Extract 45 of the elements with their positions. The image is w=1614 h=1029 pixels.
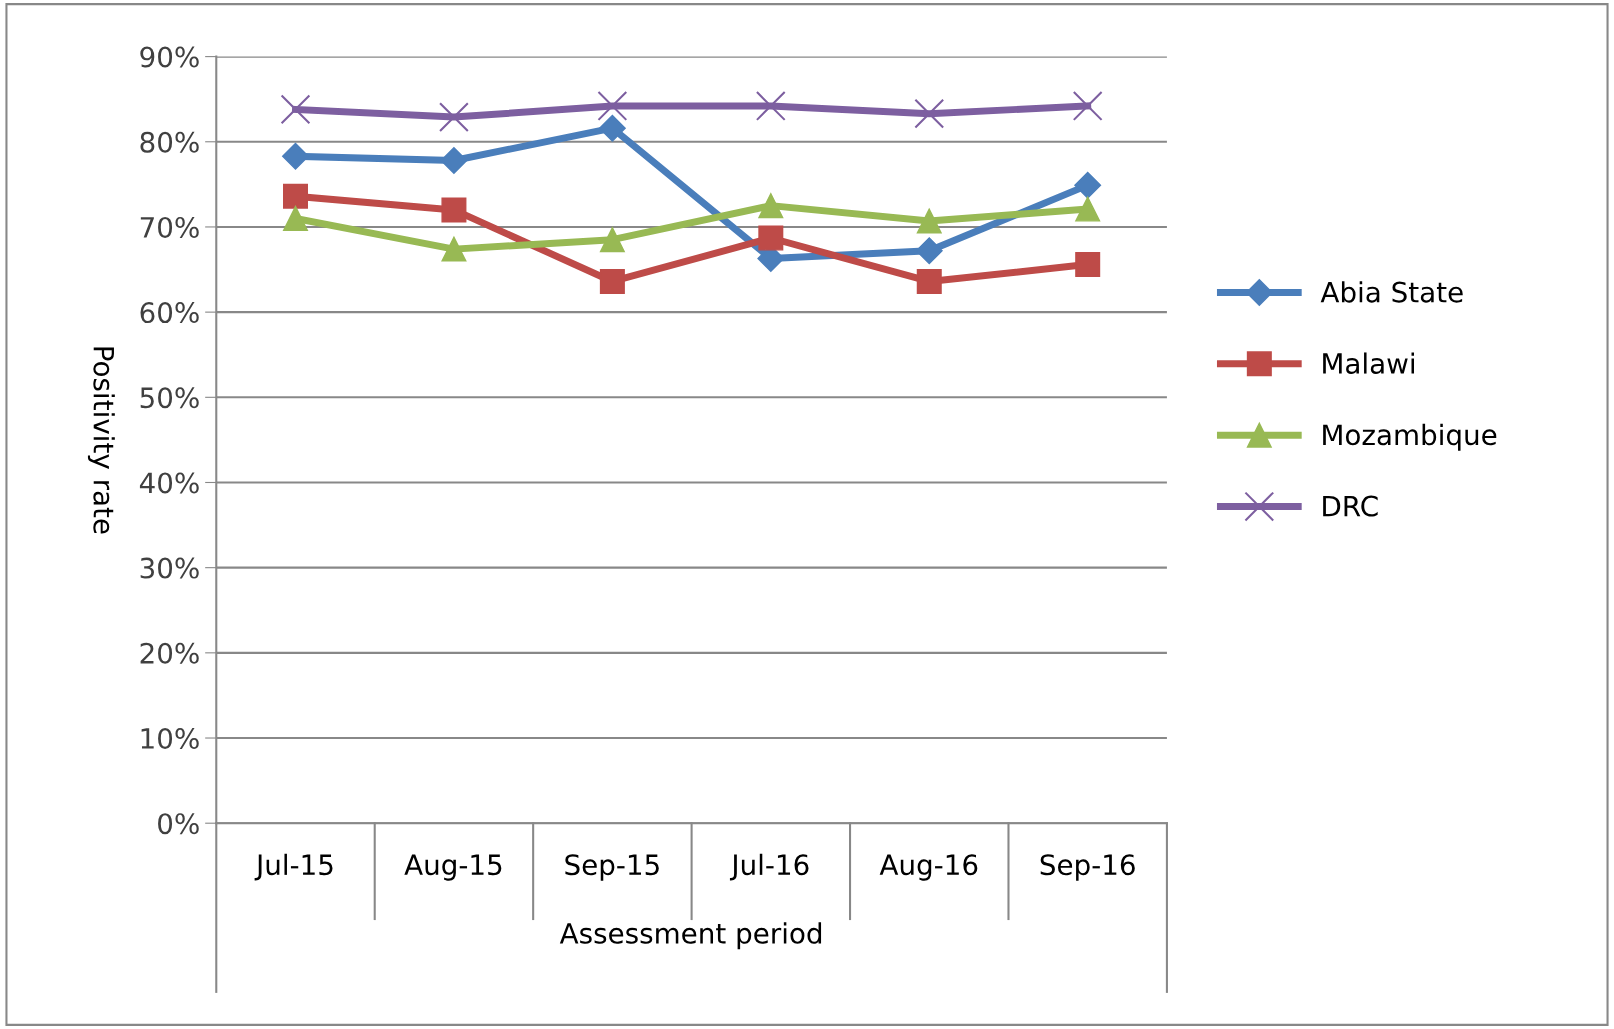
point: [282, 205, 308, 231]
legend-label: Abia State: [1320, 281, 1463, 303]
point: [914, 98, 945, 129]
legend-label: Mozambique: [1323, 423, 1497, 451]
point: [441, 236, 467, 262]
point: [1074, 171, 1102, 199]
point: [282, 183, 308, 209]
x-tick-label: Jul-16: [729, 853, 809, 881]
y-axis-title: Positivity rate: [87, 347, 115, 534]
y-tick-label: 80%: [140, 131, 199, 153]
x-tick-label: Sep-15: [565, 854, 659, 881]
y-tick-label: 40%: [139, 472, 199, 494]
x-tick-label: Sep-16: [1040, 854, 1135, 881]
point: [1075, 251, 1101, 277]
point: [1072, 91, 1103, 121]
point: [282, 142, 309, 170]
point: [440, 147, 468, 174]
point: [916, 208, 942, 234]
x-tick-label: Jul-15: [254, 853, 333, 881]
point: [915, 237, 943, 265]
point: [598, 114, 626, 142]
point: [758, 225, 784, 251]
point: [439, 102, 469, 132]
point: [441, 197, 467, 223]
point: [599, 227, 625, 253]
point: [1075, 196, 1101, 222]
y-tick-label: 60%: [140, 302, 199, 324]
y-tick-label: 20%: [140, 642, 199, 664]
y-tick-label: 10%: [141, 727, 199, 749]
x-tick-label: Aug-15: [404, 854, 502, 881]
legend-label: DRC: [1323, 495, 1378, 517]
point: [597, 91, 628, 121]
legend-label: Malawi: [1323, 352, 1414, 374]
x-tick-label: Aug-16: [879, 854, 978, 881]
y-tick-label: 70%: [140, 216, 199, 238]
point: [758, 193, 784, 219]
point: [280, 94, 311, 125]
x-axis-title: Assessment period: [559, 922, 822, 950]
y-tick-label: 30%: [140, 557, 199, 579]
y-tick-label: 0%: [158, 813, 199, 835]
y-tick-label: 50%: [140, 387, 199, 409]
point: [755, 91, 786, 121]
point: [599, 268, 625, 294]
y-tick-label: 90%: [140, 46, 199, 68]
point: [916, 268, 942, 294]
